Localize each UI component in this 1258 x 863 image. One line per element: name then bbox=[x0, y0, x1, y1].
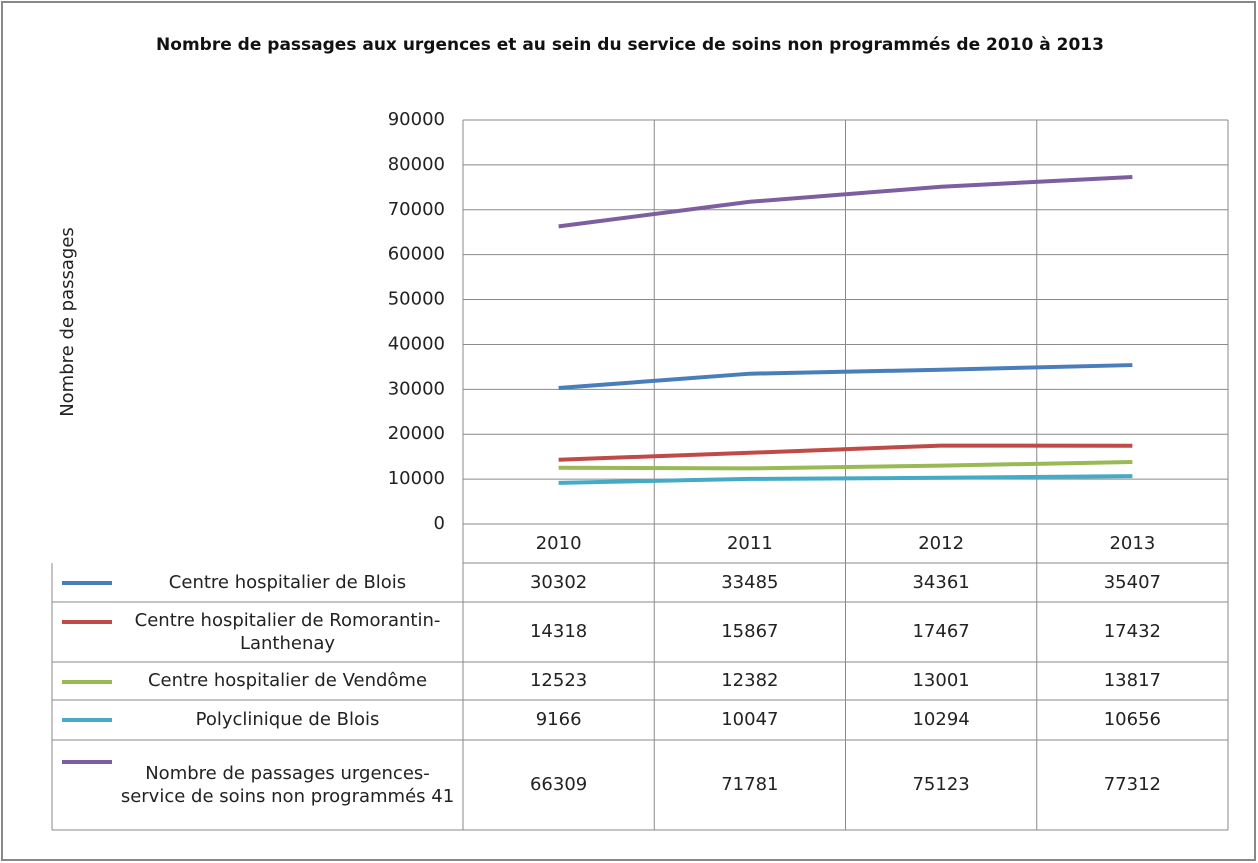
table-value: 12523 bbox=[529, 670, 588, 692]
legend-label: Polyclinique de Blois bbox=[195, 709, 380, 731]
y-tick-label: 90000 bbox=[388, 109, 445, 130]
legend-label: Nombre de passages urgences-service de s… bbox=[120, 762, 455, 807]
table-value: 13001 bbox=[912, 670, 970, 692]
table-value: 71781 bbox=[721, 774, 779, 796]
table-value: 10656 bbox=[1103, 709, 1161, 731]
category-label: 2011 bbox=[726, 532, 773, 554]
y-tick-label: 60000 bbox=[388, 244, 445, 265]
legend-label: Centre hospitalier de Vendôme bbox=[147, 670, 428, 692]
table-value: 17467 bbox=[912, 621, 970, 643]
y-tick-label: 50000 bbox=[388, 289, 445, 310]
table-value: 17432 bbox=[1103, 621, 1161, 643]
table-value: 10047 bbox=[721, 709, 779, 731]
category-label: 2012 bbox=[918, 532, 965, 554]
table-value: 34361 bbox=[912, 571, 970, 593]
y-tick-label: 40000 bbox=[388, 333, 445, 354]
legend-label: Centre hospitalier de Blois bbox=[168, 571, 407, 593]
series-line bbox=[558, 474, 1133, 485]
table-value: 77312 bbox=[1103, 774, 1161, 796]
y-tick-label: 70000 bbox=[388, 199, 445, 220]
table-value: 10294 bbox=[912, 709, 970, 731]
table-value: 15867 bbox=[721, 621, 779, 643]
category-label: 2013 bbox=[1109, 532, 1156, 554]
series-line bbox=[558, 363, 1133, 390]
table-value: 30302 bbox=[529, 571, 588, 593]
table-value: 33485 bbox=[721, 571, 779, 593]
table-value: 12382 bbox=[721, 670, 779, 692]
series-line bbox=[558, 443, 1133, 462]
y-tick-label: 30000 bbox=[388, 378, 445, 399]
chart-title: Nombre de passages aux urgences et au se… bbox=[156, 35, 1104, 55]
table-value: 14318 bbox=[529, 621, 588, 643]
y-tick-label: 20000 bbox=[388, 423, 445, 444]
table-value: 13817 bbox=[1103, 670, 1161, 692]
legend-label: Centre hospitalier de Romorantin-Lanthen… bbox=[134, 609, 441, 654]
table-value: 75123 bbox=[912, 774, 970, 796]
y-tick-label: 0 bbox=[434, 513, 445, 534]
series-line bbox=[558, 459, 1133, 471]
category-label: 2010 bbox=[535, 532, 582, 554]
y-axis-label: Nombre de passages bbox=[57, 227, 78, 417]
series-line bbox=[558, 174, 1133, 229]
y-tick-label: 10000 bbox=[388, 468, 445, 489]
y-tick-label: 80000 bbox=[388, 154, 445, 175]
table-value: 66309 bbox=[529, 774, 588, 796]
table-value: 35407 bbox=[1103, 571, 1161, 593]
table-value: 9166 bbox=[535, 709, 582, 731]
